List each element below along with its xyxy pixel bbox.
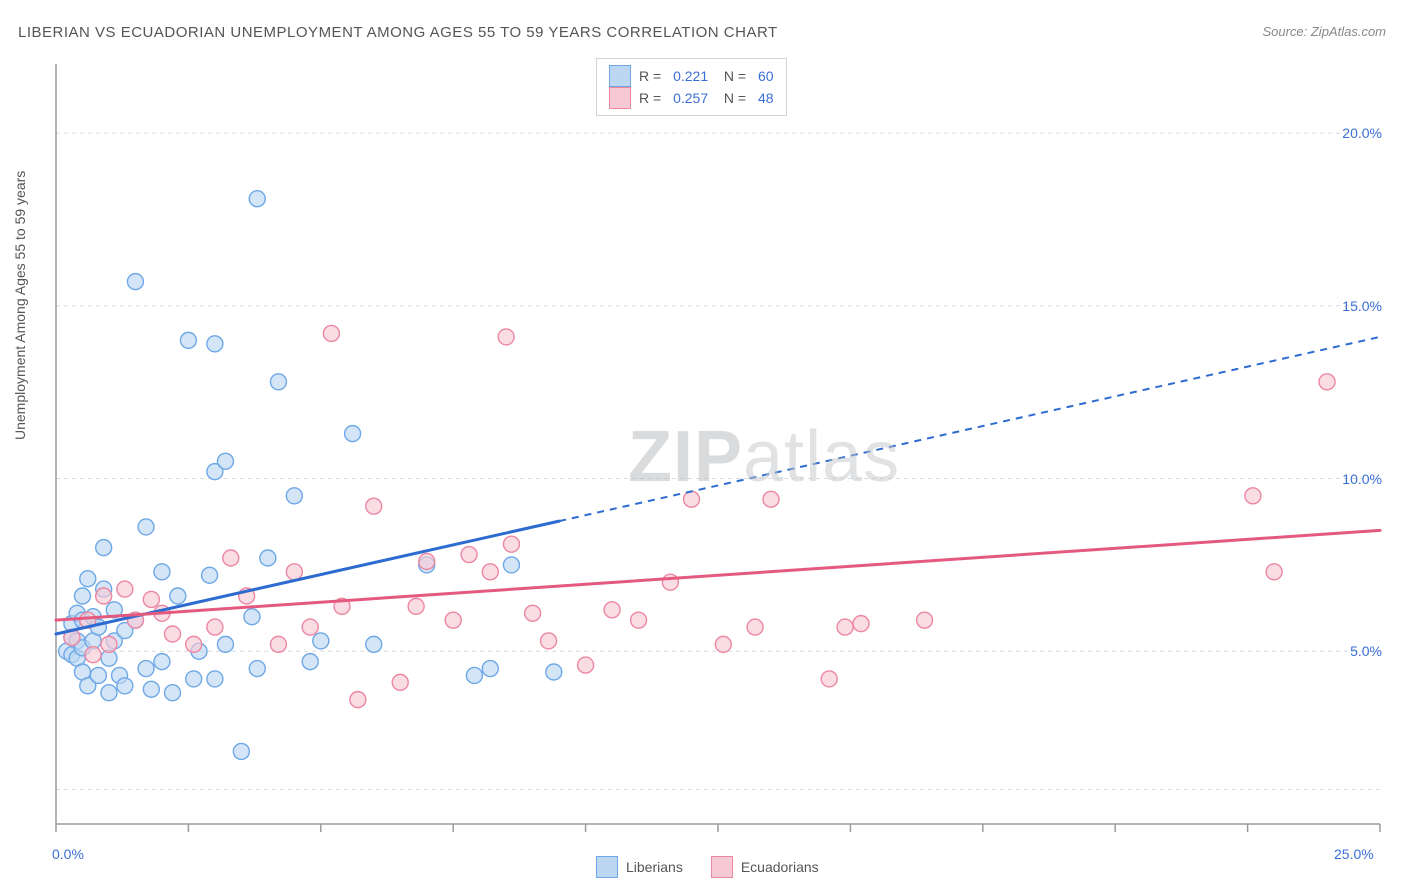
legend-swatch bbox=[596, 856, 618, 878]
y-axis-label: Unemployment Among Ages 55 to 59 years bbox=[12, 171, 28, 440]
legend-n-value: 48 bbox=[758, 90, 774, 106]
legend-n-label: N = bbox=[716, 90, 750, 106]
legend-series-item: Liberians bbox=[596, 856, 683, 878]
legend-swatch bbox=[609, 87, 631, 109]
chart-svg bbox=[48, 56, 1388, 846]
legend-series-item: Ecuadorians bbox=[711, 856, 819, 878]
legend-n-value: 60 bbox=[758, 68, 774, 84]
legend-stat-row: R = 0.257 N = 48 bbox=[609, 87, 774, 109]
legend-swatch bbox=[609, 65, 631, 87]
legend-r-label: R = bbox=[639, 90, 665, 106]
legend-series: Liberians Ecuadorians bbox=[596, 856, 819, 878]
source-label: Source: ZipAtlas.com bbox=[1262, 24, 1386, 39]
legend-series-label: Ecuadorians bbox=[741, 859, 819, 875]
legend-r-label: R = bbox=[639, 68, 665, 84]
legend-stat-row: R = 0.221 N = 60 bbox=[609, 65, 774, 87]
y-tick-label: 5.0% bbox=[1350, 643, 1382, 659]
x-tick-label: 25.0% bbox=[1334, 846, 1374, 862]
legend-n-label: N = bbox=[716, 68, 750, 84]
legend-series-label: Liberians bbox=[626, 859, 683, 875]
legend-stats: R = 0.221 N = 60R = 0.257 N = 48 bbox=[596, 58, 787, 116]
x-tick-label: 0.0% bbox=[52, 846, 84, 862]
legend-swatch bbox=[711, 856, 733, 878]
scatter-chart: ZIPatlas R = 0.221 N = 60R = 0.257 N = 4… bbox=[48, 56, 1388, 846]
y-tick-label: 20.0% bbox=[1342, 125, 1382, 141]
legend-r-value: 0.221 bbox=[673, 68, 708, 84]
chart-title: LIBERIAN VS ECUADORIAN UNEMPLOYMENT AMON… bbox=[18, 24, 778, 41]
legend-r-value: 0.257 bbox=[673, 90, 708, 106]
y-tick-label: 15.0% bbox=[1342, 298, 1382, 314]
y-tick-label: 10.0% bbox=[1342, 471, 1382, 487]
